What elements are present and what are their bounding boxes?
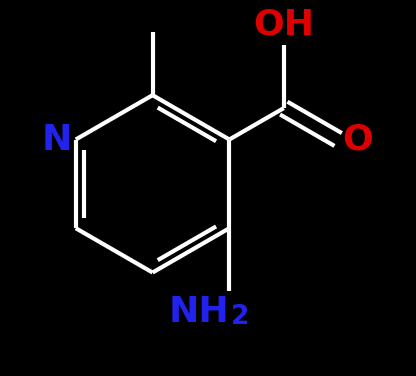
- Text: O: O: [342, 123, 373, 156]
- Text: NH: NH: [168, 295, 229, 329]
- Text: OH: OH: [253, 8, 314, 42]
- Text: N: N: [42, 123, 72, 156]
- Text: 2: 2: [231, 304, 250, 330]
